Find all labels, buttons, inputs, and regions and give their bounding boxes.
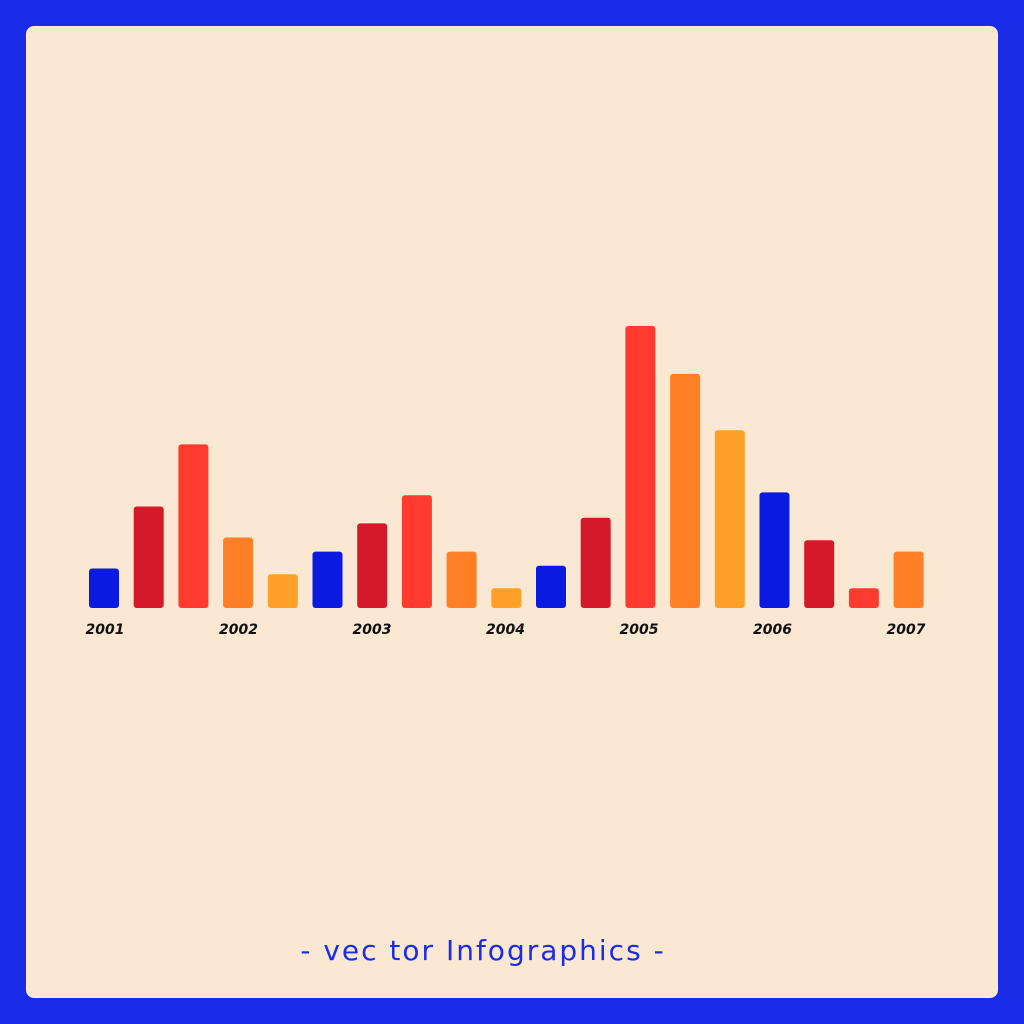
bar-9: [446, 551, 477, 608]
bar-8: [401, 495, 432, 608]
bar-1: [89, 568, 119, 608]
bar-16: [759, 492, 790, 608]
bar-12: [580, 517, 611, 608]
bar-3: [178, 444, 209, 608]
caption-text: - vec tor Infographics -: [300, 934, 666, 967]
bar-17: [804, 540, 835, 608]
bar-11: [536, 565, 566, 608]
bar-7: [357, 523, 388, 608]
year-label-2006: 2006: [753, 622, 792, 638]
bar-2: [133, 506, 164, 608]
year-label-2001: 2001: [86, 622, 125, 638]
bar-6: [312, 551, 343, 608]
year-label-2002: 2002: [219, 622, 258, 638]
bar-19: [893, 551, 924, 608]
bar-10: [491, 588, 522, 608]
year-label-2007: 2007: [887, 622, 926, 638]
bars-group: [89, 326, 924, 608]
bar-13: [625, 326, 656, 608]
year-label-2003: 2003: [353, 622, 392, 638]
year-label-2004: 2004: [486, 622, 525, 638]
bar-5: [267, 574, 298, 608]
bar-15: [714, 430, 745, 608]
year-label-2005: 2005: [620, 622, 659, 638]
bar-4: [223, 537, 254, 608]
year-labels-group: 2001 2002 2003 2004 2005 2006 2007: [86, 622, 926, 638]
bar-18: [848, 588, 879, 608]
bar-14: [670, 373, 701, 608]
